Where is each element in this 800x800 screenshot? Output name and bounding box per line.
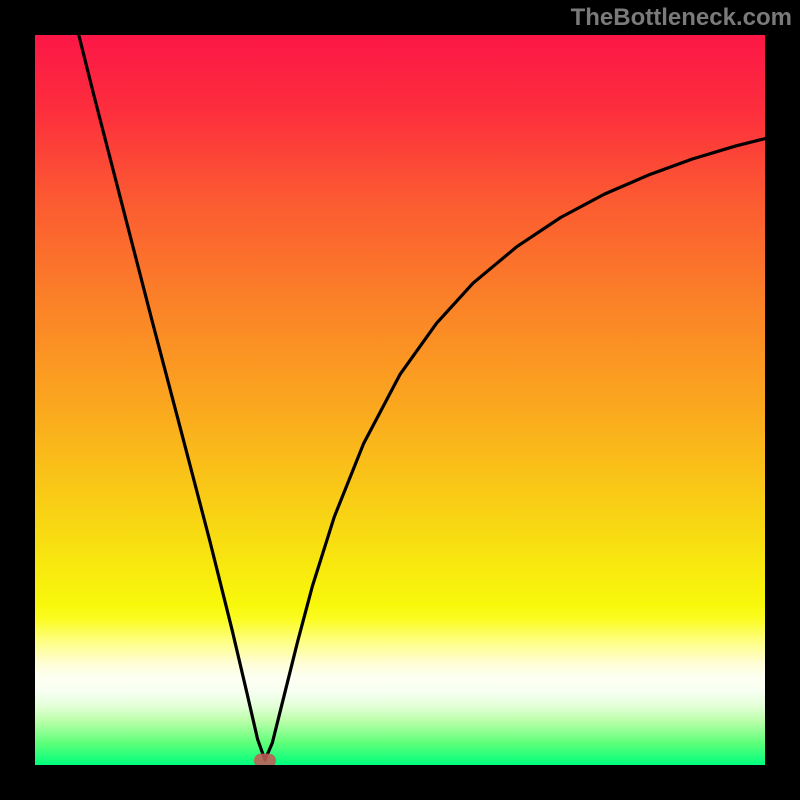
bottleneck-chart: TheBottleneck.com <box>0 0 800 800</box>
chart-canvas <box>0 0 800 800</box>
gradient-background <box>35 35 765 765</box>
